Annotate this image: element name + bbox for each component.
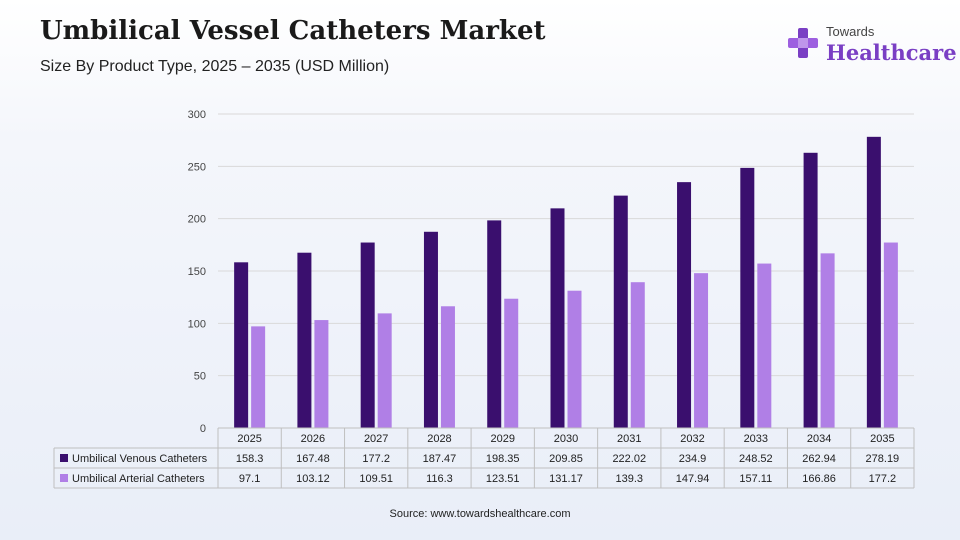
x-tick-label: 2028 xyxy=(427,433,451,445)
data-label: 278.19 xyxy=(866,453,900,465)
x-tick-label: 2035 xyxy=(870,433,894,445)
y-tick-label: 0 xyxy=(200,423,206,435)
x-tick-label: 2025 xyxy=(237,433,261,445)
x-tick-label: 2026 xyxy=(301,433,325,445)
data-label: 158.3 xyxy=(236,453,264,465)
data-label: 147.94 xyxy=(676,473,710,485)
data-label: 222.02 xyxy=(612,453,646,465)
data-label: 177.2 xyxy=(869,473,897,485)
page-subtitle: Size By Product Type, 2025 – 2035 (USD M… xyxy=(40,58,390,75)
arterial-bar xyxy=(377,313,392,428)
arterial-bar xyxy=(757,263,772,428)
data-label: 209.85 xyxy=(549,453,583,465)
legend-swatch xyxy=(60,454,68,462)
source-note: Source: www.towardshealthcare.com xyxy=(389,508,571,520)
venous-bar xyxy=(866,136,881,428)
venous-bar xyxy=(613,195,628,428)
venous-bar xyxy=(550,208,565,428)
x-tick-label: 2032 xyxy=(680,433,704,445)
x-tick-label: 2029 xyxy=(490,433,514,445)
venous-bar xyxy=(297,252,312,428)
brand-logo: Towards Healthcare xyxy=(786,22,957,68)
y-tick-label: 150 xyxy=(188,266,206,278)
venous-bar xyxy=(234,262,249,428)
data-label: 198.35 xyxy=(486,453,520,465)
venous-bar xyxy=(740,167,755,429)
logo-text-top: Towards xyxy=(826,24,875,39)
arterial-bar xyxy=(504,298,519,428)
x-tick-label: 2031 xyxy=(617,433,641,445)
data-label: 116.3 xyxy=(426,473,453,485)
data-label: 234.9 xyxy=(679,453,707,465)
y-tick-label: 50 xyxy=(194,371,206,383)
arterial-bar xyxy=(251,326,266,428)
x-tick-label: 2033 xyxy=(744,433,768,445)
data-label: 109.51 xyxy=(359,473,393,485)
data-label: 187.47 xyxy=(423,453,457,465)
data-label: 166.86 xyxy=(802,473,836,485)
data-label: 97.1 xyxy=(239,473,260,485)
data-label: 167.48 xyxy=(296,453,330,465)
arterial-bar xyxy=(883,242,898,428)
venous-bar xyxy=(360,242,375,428)
plus-cross-icon xyxy=(788,28,818,58)
y-tick-label: 250 xyxy=(188,161,206,173)
arterial-bar xyxy=(314,320,329,428)
data-label: 262.94 xyxy=(802,453,836,465)
page-title: Umbilical Vessel Catheters Market xyxy=(40,16,546,46)
legend-label: Umbilical Venous Catheters xyxy=(72,453,208,465)
x-tick-label: 2027 xyxy=(364,433,388,445)
arterial-bar xyxy=(567,290,582,428)
venous-bar xyxy=(423,231,438,428)
arterial-bar xyxy=(820,253,835,428)
legend-label: Umbilical Arterial Catheters xyxy=(72,473,205,485)
data-label: 177.2 xyxy=(362,453,390,465)
legend-swatch xyxy=(60,474,68,482)
data-label: 248.52 xyxy=(739,453,773,465)
venous-bar xyxy=(487,220,502,428)
x-tick-label: 2030 xyxy=(554,433,578,445)
logo-text-main: Healthcare xyxy=(826,40,957,65)
data-label: 157.11 xyxy=(739,473,772,485)
venous-bar xyxy=(677,182,692,428)
y-tick-label: 200 xyxy=(188,214,206,226)
data-label: 123.51 xyxy=(486,473,520,485)
data-label: 131.17 xyxy=(549,473,583,485)
x-tick-label: 2034 xyxy=(807,433,831,445)
y-tick-label: 100 xyxy=(188,318,206,330)
data-label: 139.3 xyxy=(616,473,644,485)
venous-bar xyxy=(803,152,818,428)
y-tick-label: 300 xyxy=(188,109,206,121)
arterial-bar xyxy=(630,282,645,428)
arterial-bar xyxy=(694,273,709,428)
arterial-bar xyxy=(440,306,455,428)
data-label: 103.12 xyxy=(296,473,330,485)
